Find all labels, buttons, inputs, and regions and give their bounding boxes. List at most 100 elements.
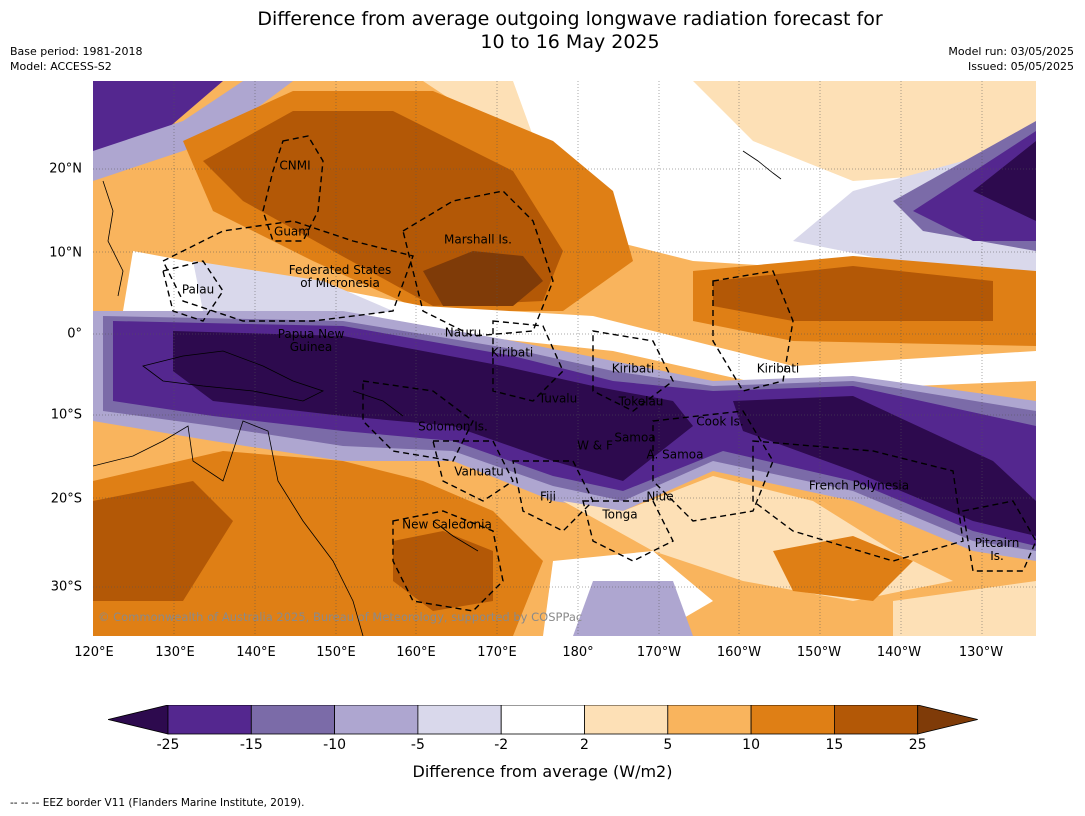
lat-tick-label: 30°S [50, 579, 82, 595]
coast-australia [93, 420, 364, 636]
colorbar-cell [667, 705, 752, 735]
chart-title: Difference from average outgoing longwav… [0, 8, 1085, 54]
lon-tick-label: 130°W [958, 645, 1004, 660]
field-lilac-belt [193, 261, 393, 326]
colorbar-tick-label: -2 [494, 737, 509, 753]
field-deep-ne [913, 131, 1036, 241]
colorbar-tick-label: -10 [323, 737, 347, 753]
coast-new-caledonia [432, 520, 479, 552]
model-name: Model: ACCESS-S2 [10, 60, 112, 73]
colorbar-tick-label: 2 [580, 737, 589, 753]
field-white-belt [123, 251, 1036, 391]
field-purple-darkest-east [733, 396, 1036, 536]
meta-left: Base period: 1981-2018 Model: ACCESS-S2 [10, 44, 142, 74]
colorbar-cells [108, 705, 978, 735]
lat-tick-label: 20°S [50, 491, 82, 507]
colorbar-cell [334, 705, 419, 735]
place-label: Marshall Is. [444, 232, 512, 247]
place-label: Federated States of Micronesia [288, 263, 392, 290]
field-brown-east [713, 266, 993, 321]
place-label: Tuvalu [538, 391, 578, 406]
field-light-se [893, 581, 1036, 636]
coast-philippines [102, 180, 124, 297]
lon-tick-label: 140°W [876, 645, 922, 660]
place-label: A. Samoa [646, 447, 704, 462]
lon-tick-label: 140°E [236, 645, 276, 660]
colorbar-title: Difference from average (W/m2) [412, 762, 673, 781]
colorbar-tick-label: 25 [908, 737, 927, 753]
place-label: French Polynesia [808, 478, 910, 493]
colorbar-arrow-low [108, 705, 169, 735]
eez-vanuatu [432, 440, 514, 502]
eez-palau [162, 260, 224, 322]
eez-micronesia [162, 220, 414, 322]
eez-kiribati-line [712, 270, 794, 392]
eez-cnmi [262, 135, 324, 242]
lon-tick-label: 120°E [74, 645, 114, 660]
eez-french-polynesia [752, 440, 964, 562]
eez-marshall [402, 190, 554, 337]
lon-tick-label: 150°W [796, 645, 842, 660]
eez-cook [652, 410, 774, 522]
colorbar-cell [834, 705, 919, 735]
lon-tick-label: 150°E [316, 645, 356, 660]
colorbar-cell [250, 705, 336, 735]
colorbar-tick-label: 10 [742, 737, 761, 753]
place-label: Samoa [614, 430, 656, 445]
lat-tick-label: 0° [67, 326, 82, 342]
eez-borders [162, 135, 1036, 612]
field-brown-south [93, 481, 233, 601]
place-label: Papua New Guinea [277, 327, 345, 354]
colorbar-cell [417, 705, 502, 735]
place-label: Cook Is. [696, 414, 744, 429]
field-darkest-ne [973, 141, 1036, 221]
place-label: Pitcairn Is. [974, 536, 1020, 563]
lon-tick-label: 130°E [155, 645, 195, 660]
field-darkbrown-marshall [423, 251, 543, 306]
eez-fiji [512, 460, 594, 532]
field-brown-newcal [393, 531, 493, 611]
colorbar-cell [500, 705, 585, 735]
title-line-1: Difference from average outgoing longwav… [257, 8, 883, 30]
colorbar-arrow-high [917, 705, 978, 735]
place-label: Tokelau [618, 394, 664, 409]
eez-kiribati-phoenix [592, 330, 674, 412]
olr-anomaly-field [93, 81, 1036, 636]
lon-tick-label: 160°E [396, 645, 436, 660]
field-lilac-south [573, 581, 693, 636]
place-label: Nauru [444, 325, 482, 340]
place-label: Kiribati [756, 361, 800, 376]
title-line-2: 10 to 16 May 2025 [480, 31, 660, 53]
lat-tick-label: 10°S [50, 407, 82, 423]
colorbar [108, 705, 978, 735]
place-label: W & F [577, 438, 613, 453]
lon-tick-label: 180° [562, 645, 594, 660]
place-label: Kiribati [490, 345, 534, 360]
colorbar-tick-label: -25 [156, 737, 180, 753]
place-label: Fiji [539, 489, 557, 504]
place-label: Kiribati [611, 361, 655, 376]
colorbar-cell [584, 705, 669, 735]
colorbar-tick-label: 5 [663, 737, 673, 753]
eez-footnote: -- -- -- EEZ border V11 (Flanders Marine… [10, 797, 305, 809]
field-orange-se [773, 536, 913, 601]
place-label: Niue [646, 489, 674, 504]
gridlines [93, 81, 1036, 636]
model-run: Model run: 03/05/2025 [948, 45, 1074, 58]
lon-tick-label: 160°W [716, 645, 762, 660]
meta-right: Model run: 03/05/2025 Issued: 05/05/2025 [948, 44, 1074, 74]
place-label: Palau [181, 282, 215, 297]
issued-date: Issued: 05/05/2025 [967, 60, 1074, 73]
place-label: Vanuatu [454, 464, 504, 479]
lon-tick-label: 170°W [636, 645, 682, 660]
place-label: Solomon Is. [418, 419, 488, 434]
map-panel: CNMI Guam Marshall Is. Federated States … [93, 81, 1036, 636]
eez-pitcairn [962, 500, 1036, 572]
eez-solomons [362, 380, 474, 462]
field-purple-darkest [173, 331, 693, 481]
lon-tick-label: 170°E [477, 645, 517, 660]
colorbar-tick-label: -5 [410, 737, 425, 753]
place-label: New Caledonia [402, 517, 492, 532]
coast-hawaii [742, 150, 782, 180]
lat-tick-label: 10°N [49, 245, 82, 261]
